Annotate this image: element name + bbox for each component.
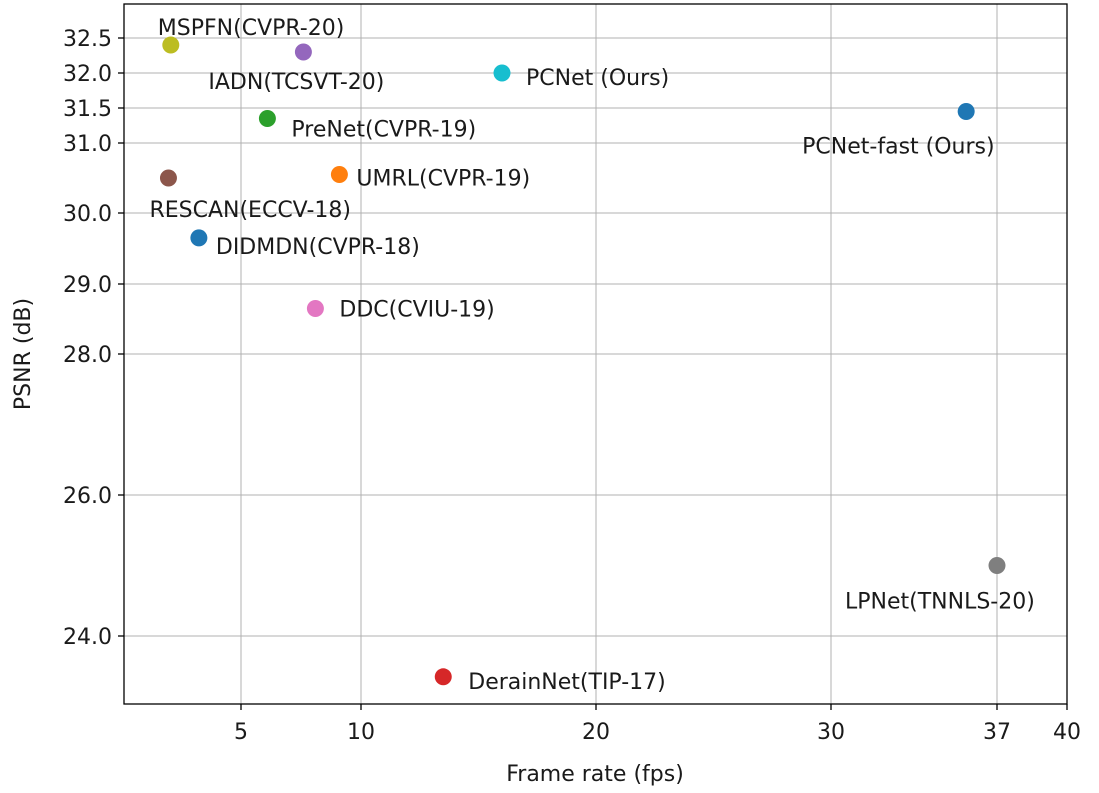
data-points — [159, 36, 1006, 686]
point-pcnet-ours — [493, 64, 511, 82]
x-tick-label: 40 — [1053, 720, 1081, 745]
label-umrl-cvpr-19: UMRL(CVPR-19) — [356, 167, 530, 192]
point-didmdn-cvpr-18 — [190, 229, 208, 247]
y-tick-label: 28.0 — [63, 343, 112, 368]
y-axis-label: PSNR (dB) — [11, 298, 36, 410]
x-tick-label: 5 — [234, 720, 248, 745]
axis-ticks: 5 10 20 30 37 40 24.0 26.0 28.0 29.0 30.0 31.0 31.5 3… — [63, 27, 1081, 745]
label-didmdn-cvpr-18: DIDMDN(CVPR-18) — [216, 235, 420, 260]
label-rescan-eccv-18: RESCAN(ECCV-18) — [149, 198, 351, 223]
point-pcnet-fast-ours — [957, 103, 975, 120]
y-tick-label: 24.0 — [63, 625, 112, 650]
x-tick-label: 30 — [817, 720, 845, 745]
point-labels: MSPFN(CVPR-20) IADN(TCSVT-20) PCNet (Ours)… — [149, 16, 1034, 695]
point-ddc-cviu-19 — [306, 300, 324, 317]
point-rescan-eccv-18 — [159, 169, 177, 187]
label-iadn-tcsvt-20: IADN(TCSVT-20) — [208, 70, 384, 95]
x-tick-label: 20 — [582, 720, 610, 745]
x-axis-label: Frame rate (fps) — [506, 762, 684, 787]
point-prenet-cvpr-19 — [258, 110, 276, 127]
y-tick-label: 31.0 — [63, 132, 112, 157]
x-tick-label: 37 — [983, 720, 1011, 745]
label-mspfn-cvpr-20: MSPFN(CVPR-20) — [158, 16, 344, 41]
y-tick-label: 26.0 — [63, 484, 112, 509]
point-derainnet-tip-17 — [434, 668, 452, 686]
point-iadn-tcsvt-20 — [294, 43, 312, 61]
point-umrl-cvpr-19 — [330, 166, 348, 183]
label-prenet-cvpr-19: PreNet(CVPR-19) — [291, 118, 476, 143]
y-tick-label: 30.0 — [63, 202, 112, 227]
label-pcnet-fast-ours: PCNet-fast (Ours) — [802, 135, 994, 160]
label-lpnet-tnnls-20: LPNet(TNNLS-20) — [845, 590, 1035, 615]
point-lpnet-tnnls-20 — [988, 557, 1006, 574]
label-ddc-cviu-19: DDC(CVIU-19) — [339, 298, 494, 323]
y-tick-label: 29.0 — [63, 273, 112, 298]
label-pcnet-ours: PCNet (Ours) — [526, 66, 669, 91]
label-derainnet-tip-17: DerainNet(TIP-17) — [468, 670, 665, 695]
point-mspfn-cvpr-20 — [162, 36, 180, 54]
y-tick-label: 31.5 — [63, 97, 112, 122]
y-tick-label: 32.0 — [63, 62, 112, 87]
y-tick-label: 32.5 — [63, 27, 112, 52]
x-tick-label: 10 — [347, 720, 375, 745]
plot-frame — [123, 3, 1068, 705]
